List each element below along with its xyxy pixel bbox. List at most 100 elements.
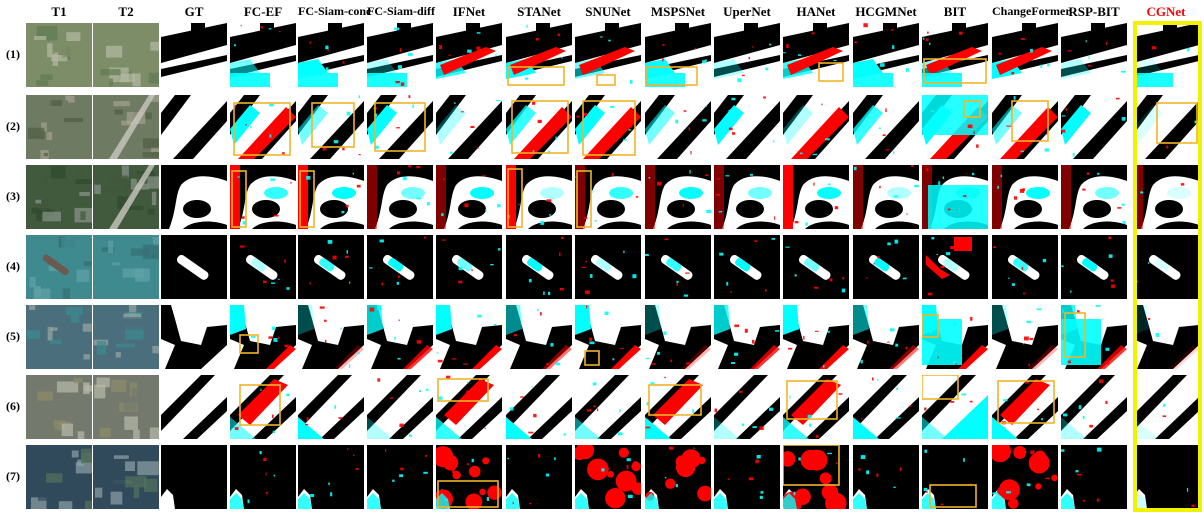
tile-fc-siam-diff-row-6 <box>367 375 433 439</box>
column-header-changeformer: ChangeFormer <box>992 4 1071 18</box>
tile-hcgmnet-row-6 <box>853 375 919 439</box>
tile-fc-siam-diff-row-5 <box>367 305 433 369</box>
tile-snunet-row-7 <box>575 445 641 509</box>
tile-fc-ef-row-4 <box>230 235 296 299</box>
tile-rsp-bit-row-2 <box>1061 95 1127 159</box>
tile-upernet-row-6 <box>714 375 780 439</box>
tile-gt-row-2 <box>161 95 227 159</box>
tile-hcgmnet-row-1 <box>853 23 919 87</box>
tile-fc-siam-conc-row-2 <box>298 95 364 159</box>
tile-cgnet-row-6 <box>1133 375 1199 439</box>
row-label-6: (6) <box>6 399 20 413</box>
row-label-7: (7) <box>6 469 20 483</box>
tile-t1-row-6 <box>26 375 92 439</box>
tile-stanet-row-6 <box>506 375 572 439</box>
tile-ifnet-row-2 <box>436 95 502 159</box>
tile-hanet-row-4 <box>783 235 849 299</box>
tile-fc-ef-row-3 <box>230 165 296 229</box>
tile-cgnet-row-2 <box>1133 95 1199 159</box>
tile-snunet-row-5 <box>575 305 641 369</box>
tile-bit-row-2 <box>922 95 988 159</box>
tile-mspsnet-row-3 <box>645 165 711 229</box>
tile-hcgmnet-row-2 <box>853 95 919 159</box>
tile-fc-siam-conc-row-6 <box>298 375 364 439</box>
tile-hcgmnet-row-5 <box>853 305 919 369</box>
tile-bit-row-4 <box>922 235 988 299</box>
tile-ifnet-row-7 <box>436 445 502 509</box>
row-label-5: (5) <box>6 329 20 343</box>
tile-gt-row-5 <box>161 305 227 369</box>
row-label-3: (3) <box>6 189 20 203</box>
column-header-bit: BIT <box>943 4 967 19</box>
tile-fc-siam-diff-row-3 <box>367 165 433 229</box>
tile-t1-row-1 <box>26 23 92 87</box>
tile-upernet-row-2 <box>714 95 780 159</box>
tile-fc-siam-diff-row-2 <box>367 95 433 159</box>
row-label-1: (1) <box>6 47 20 61</box>
tile-t2-row-6 <box>93 375 159 439</box>
column-header-rsp-bit: RSP-BIT <box>1068 4 1120 19</box>
tile-t2-row-7 <box>93 445 159 509</box>
column-header-hanet: HANet <box>796 4 836 19</box>
tile-upernet-row-4 <box>714 235 780 299</box>
tile-ifnet-row-3 <box>436 165 502 229</box>
tile-upernet-row-3 <box>714 165 780 229</box>
tile-rsp-bit-row-1 <box>1061 23 1127 87</box>
column-header-fc-siam-diff: FC-Siam-diff <box>367 4 435 18</box>
tile-rsp-bit-row-6 <box>1061 375 1127 439</box>
tile-hanet-row-2 <box>783 95 849 159</box>
tile-bit-row-7 <box>922 445 988 509</box>
tile-t1-row-3 <box>26 165 92 229</box>
tile-fc-siam-conc-row-4 <box>298 235 364 299</box>
tile-cgnet-row-5 <box>1133 305 1199 369</box>
tile-t2-row-2 <box>93 95 159 159</box>
tile-bit-row-5 <box>922 305 988 369</box>
tile-fc-siam-diff-row-4 <box>367 235 433 299</box>
tile-fc-ef-row-1 <box>230 23 296 87</box>
tile-gt-row-3 <box>161 165 227 229</box>
tile-hanet-row-3 <box>783 165 849 229</box>
tile-t1-row-5 <box>26 305 92 369</box>
tile-ifnet-row-4 <box>436 235 502 299</box>
row-label-2: (2) <box>6 119 20 133</box>
tile-changeformer-row-4 <box>992 235 1058 299</box>
tile-mspsnet-row-4 <box>645 235 711 299</box>
tile-snunet-row-1 <box>575 23 641 87</box>
tile-bit-row-1 <box>922 23 988 87</box>
tile-upernet-row-7 <box>714 445 780 509</box>
tile-upernet-row-1 <box>714 23 780 87</box>
tile-fc-siam-diff-row-7 <box>367 445 433 509</box>
tile-hanet-row-5 <box>783 305 849 369</box>
tile-fc-ef-row-6 <box>230 375 296 439</box>
tile-snunet-row-3 <box>575 165 641 229</box>
tile-rsp-bit-row-5 <box>1061 305 1127 369</box>
tile-stanet-row-3 <box>506 165 572 229</box>
tile-t1-row-7 <box>26 445 92 509</box>
tile-hcgmnet-row-7 <box>853 445 919 509</box>
tile-rsp-bit-row-7 <box>1061 445 1127 509</box>
tile-gt-row-1 <box>161 23 227 87</box>
tile-stanet-row-5 <box>506 305 572 369</box>
column-header-fc-siam-conc: FC-Siam-conc <box>298 4 372 18</box>
tile-changeformer-row-5 <box>992 305 1058 369</box>
tile-cgnet-row-1 <box>1133 23 1199 87</box>
tile-gt-row-7 <box>161 445 227 509</box>
column-header-upernet: UperNet <box>723 4 771 19</box>
column-header-cgnet: CGNet <box>1146 4 1186 19</box>
tile-stanet-row-2 <box>506 95 572 159</box>
column-header-fc-ef: FC-EF <box>243 4 283 19</box>
tile-hcgmnet-row-4 <box>853 235 919 299</box>
column-header-stanet: STANet <box>517 4 561 19</box>
tile-hanet-row-7 <box>783 445 849 509</box>
tile-snunet-row-6 <box>575 375 641 439</box>
tile-mspsnet-row-5 <box>645 305 711 369</box>
tile-changeformer-row-7 <box>992 445 1058 509</box>
tile-gt-row-4 <box>161 235 227 299</box>
tile-fc-siam-conc-row-3 <box>298 165 364 229</box>
tile-t1-row-4 <box>26 235 92 299</box>
tile-ifnet-row-5 <box>436 305 502 369</box>
tile-cgnet-row-4 <box>1133 235 1199 299</box>
tile-t2-row-5 <box>93 305 159 369</box>
tile-mspsnet-row-1 <box>645 23 711 87</box>
tile-ifnet-row-1 <box>436 23 502 87</box>
